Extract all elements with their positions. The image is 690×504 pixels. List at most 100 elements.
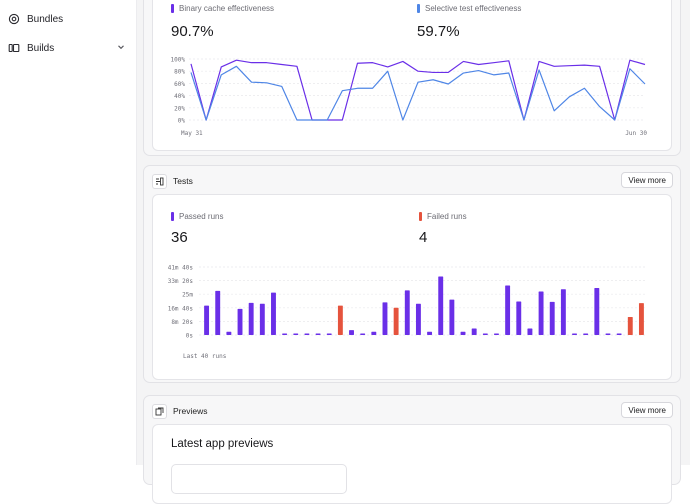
legend-label: Passed runs <box>179 212 224 221</box>
series-line <box>190 65 646 121</box>
passed-run-bar <box>471 328 477 335</box>
panel-title: Tests <box>173 176 193 186</box>
sidebar-item-label: Bundles <box>27 13 64 25</box>
passed-run-bar <box>382 302 388 335</box>
previews-icon <box>152 403 167 419</box>
chevron-down-icon[interactable] <box>116 42 126 52</box>
passed-run-bar <box>271 292 276 335</box>
sidebar-item-bundles[interactable]: Bundles <box>8 8 126 30</box>
previews-panel: Previews View more Latest app previews <box>143 395 681 504</box>
binary-cache-value: 90.7% <box>171 23 214 40</box>
passed-run-bar <box>226 331 232 335</box>
tests-panel-header: Tests <box>152 172 193 190</box>
legend-label: Binary cache effectiveness <box>179 4 275 13</box>
previews-card: Latest app previews <box>152 424 672 504</box>
failed-run-bar <box>393 307 399 335</box>
passed-run-bar <box>438 276 444 335</box>
passed-run-bar <box>527 328 533 335</box>
passed-run-bar <box>427 331 433 335</box>
passed-run-bar <box>594 287 600 335</box>
passed-run-bar <box>360 333 366 335</box>
passed-run-bar <box>215 290 221 335</box>
legend-selective: Selective test effectiveness <box>417 4 521 13</box>
tests-card: Passed runs Failed runs 36 4 0s 8m 20s 16m… <box>152 194 672 380</box>
passed-run-bar <box>482 333 488 335</box>
passed-run-bar <box>616 333 622 335</box>
legend-swatch <box>171 212 174 221</box>
passed-run-bar <box>460 331 466 335</box>
y-tick-label: 0% <box>178 118 186 125</box>
failed-runs-value: 4 <box>419 229 428 246</box>
passed-run-bar <box>315 333 321 335</box>
y-tick-label: 0s <box>186 333 194 340</box>
tests-panel: Tests View more Passed runs Failed runs … <box>143 165 681 383</box>
y-tick-label: 8m 20s <box>171 319 193 326</box>
previews-panel-header: Previews <box>152 402 207 420</box>
passed-run-bar <box>505 285 511 335</box>
passed-run-bar <box>449 299 455 335</box>
passed-run-bar <box>415 303 421 335</box>
y-tick-label: 80% <box>174 69 185 76</box>
passed-run-bar <box>237 308 243 335</box>
latest-app-previews-title: Latest app previews <box>171 438 274 450</box>
series-line <box>190 59 646 121</box>
y-tick-label: 20% <box>174 105 185 112</box>
passed-run-bar <box>516 301 522 335</box>
passed-run-bar <box>248 302 254 335</box>
passed-run-bar <box>326 333 332 335</box>
passed-run-bar <box>560 289 566 335</box>
previews-view-more-button[interactable]: View more <box>621 402 673 418</box>
passed-run-bar <box>549 301 555 335</box>
cache-panel: Binary cache effectiveness Selective tes… <box>143 0 681 156</box>
sidebar-item-label: Builds <box>27 42 55 54</box>
passed-run-bar <box>293 333 299 335</box>
test-runs-bar-chart: 0s 8m 20s 16m 40s 25m 33m 20s 41m 40s Last 40 … <box>168 265 647 360</box>
y-tick-label: 25m <box>182 292 193 299</box>
passed-run-bar <box>304 333 310 335</box>
passed-run-bar <box>349 330 354 335</box>
legend-swatch <box>171 4 174 13</box>
passed-runs-value: 36 <box>171 229 188 246</box>
effectiveness-line-chart: 0% 20% 40% 60% 80% 100% May 31 Jun 30 <box>171 57 648 138</box>
passed-run-bar <box>583 333 589 335</box>
sidebar: Bundles Builds <box>0 0 137 465</box>
builds-icon <box>8 42 20 54</box>
passed-run-bar <box>371 331 377 335</box>
tests-icon <box>152 173 167 189</box>
passed-run-bar <box>204 305 210 335</box>
y-tick-label: 16m 40s <box>168 305 194 312</box>
y-tick-label: 40% <box>174 93 185 100</box>
legend-label: Failed runs <box>427 212 467 221</box>
preview-card[interactable] <box>171 464 347 494</box>
sidebar-item-builds[interactable]: Builds <box>8 37 126 59</box>
legend-label: Selective test effectiveness <box>425 4 522 13</box>
y-tick-label: 41m 40s <box>168 265 194 272</box>
passed-run-bar <box>494 333 499 335</box>
failed-run-bar <box>638 303 644 335</box>
passed-run-bar <box>259 303 265 335</box>
x-tick-label: May 31 <box>181 130 203 137</box>
legend-failed: Failed runs <box>419 212 467 221</box>
x-axis-caption: Last 40 runs <box>183 353 227 360</box>
legend-binary: Binary cache effectiveness <box>171 4 274 13</box>
panel-title: Previews <box>173 406 208 416</box>
failed-run-bar <box>627 317 633 335</box>
cache-card: Binary cache effectiveness Selective tes… <box>152 0 672 151</box>
passed-run-bar <box>282 333 288 335</box>
passed-run-bar <box>404 290 410 335</box>
tests-view-more-button[interactable]: View more <box>621 172 673 188</box>
legend-swatch <box>417 4 420 13</box>
x-tick-label: Jun 30 <box>625 130 647 137</box>
passed-run-bar <box>572 333 577 335</box>
legend-passed: Passed runs <box>171 212 223 221</box>
passed-run-bar <box>605 333 611 335</box>
selective-test-value: 59.7% <box>417 23 460 40</box>
main-content: Binary cache effectiveness Selective tes… <box>137 0 690 504</box>
y-tick-label: 33m 20s <box>168 278 194 285</box>
y-tick-label: 60% <box>174 81 185 88</box>
y-tick-label: 100% <box>171 57 186 64</box>
legend-swatch <box>419 212 422 221</box>
passed-run-bar <box>538 291 544 335</box>
bundles-icon <box>8 13 20 25</box>
failed-run-bar <box>337 305 343 335</box>
